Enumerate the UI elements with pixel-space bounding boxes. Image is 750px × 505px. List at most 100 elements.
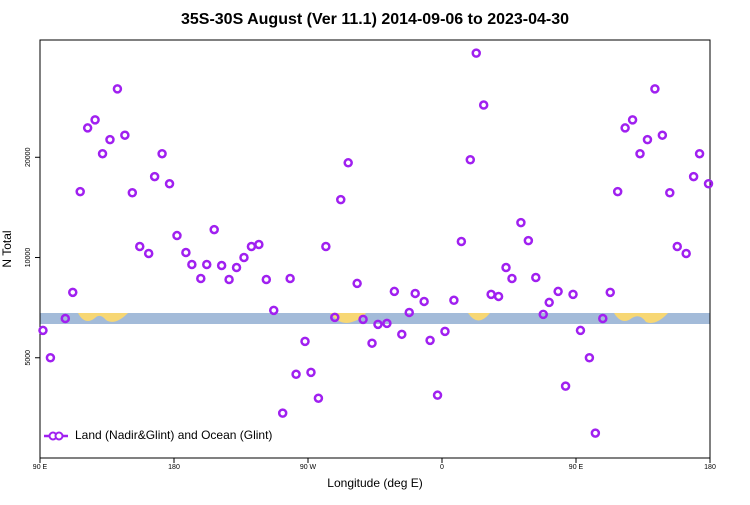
point (254, 239, 264, 250)
point (544, 297, 554, 308)
ocean-band (40, 313, 710, 324)
point (202, 259, 212, 270)
point (149, 171, 160, 182)
point (568, 289, 578, 300)
point (440, 326, 450, 337)
point (97, 148, 108, 159)
point (560, 381, 571, 391)
point (642, 134, 653, 145)
point (269, 305, 279, 316)
point (486, 289, 496, 300)
point (321, 241, 331, 252)
point (358, 314, 368, 325)
x-tick-label: 90 W (300, 464, 317, 471)
point (432, 390, 443, 400)
point (164, 179, 175, 189)
x-axis-label: Longitude (deg E) (327, 476, 422, 490)
point (112, 84, 123, 94)
point (627, 115, 638, 125)
point (590, 428, 601, 438)
point (187, 259, 197, 270)
x-tick-label: 0 (440, 464, 444, 471)
point (493, 291, 504, 302)
land (468, 313, 490, 321)
point (143, 248, 154, 259)
x-tick-label: 180 (168, 464, 180, 471)
point (620, 123, 630, 133)
point (313, 393, 324, 403)
point (38, 325, 48, 336)
y-tick-label: 20000 (25, 147, 32, 167)
point (306, 367, 316, 378)
point (352, 278, 362, 289)
point (291, 369, 301, 380)
point (285, 273, 295, 284)
point (336, 194, 346, 205)
point (553, 286, 563, 297)
point (410, 288, 420, 299)
x-tick-label: 180 (704, 464, 716, 471)
point (672, 241, 682, 252)
point (605, 287, 615, 298)
point (261, 274, 272, 285)
land (78, 313, 128, 322)
point (635, 148, 645, 159)
y-axis-label: N Total (0, 230, 14, 267)
point (82, 123, 93, 133)
point (404, 307, 414, 318)
point (703, 179, 714, 189)
point (224, 274, 234, 285)
y-tick-label: 10000 (25, 248, 32, 268)
point (598, 313, 608, 324)
point (127, 187, 138, 198)
point (196, 273, 206, 284)
point (181, 247, 191, 258)
point (60, 313, 71, 324)
point (694, 148, 705, 159)
point (650, 84, 660, 94)
point (300, 336, 310, 347)
point (239, 252, 249, 263)
point (688, 171, 699, 182)
point (75, 186, 85, 197)
point (382, 318, 392, 329)
point (665, 187, 675, 198)
point (231, 262, 242, 273)
point (449, 295, 459, 306)
point (135, 241, 145, 252)
legend-label: Land (Nadir&Glint) and Ocean (Glint) (75, 428, 272, 442)
point (90, 115, 100, 125)
point (68, 287, 78, 298)
point (523, 235, 534, 246)
point (584, 353, 595, 363)
point (157, 148, 167, 159)
point (456, 236, 467, 247)
point (209, 224, 219, 235)
point (373, 319, 383, 330)
chart-title: 35S-30S August (Ver 11.1) 2014-09-06 to … (181, 11, 569, 28)
point (45, 353, 56, 363)
point (465, 155, 476, 165)
point (172, 230, 182, 241)
point (216, 260, 227, 271)
land (614, 313, 668, 323)
x-tick-label: 90 E (569, 464, 584, 471)
point (507, 273, 517, 284)
legend-marker (54, 431, 64, 441)
point (425, 335, 435, 346)
point (246, 241, 257, 252)
point (471, 48, 481, 58)
point (501, 262, 511, 273)
point (419, 296, 429, 307)
x-tick-label: 90 E (33, 464, 48, 471)
point (397, 329, 407, 340)
point (516, 217, 526, 228)
point (575, 325, 586, 336)
y-tick-label: 5000 (25, 350, 32, 366)
point (343, 158, 353, 168)
point (330, 312, 340, 323)
point (612, 186, 623, 197)
point (531, 272, 541, 283)
